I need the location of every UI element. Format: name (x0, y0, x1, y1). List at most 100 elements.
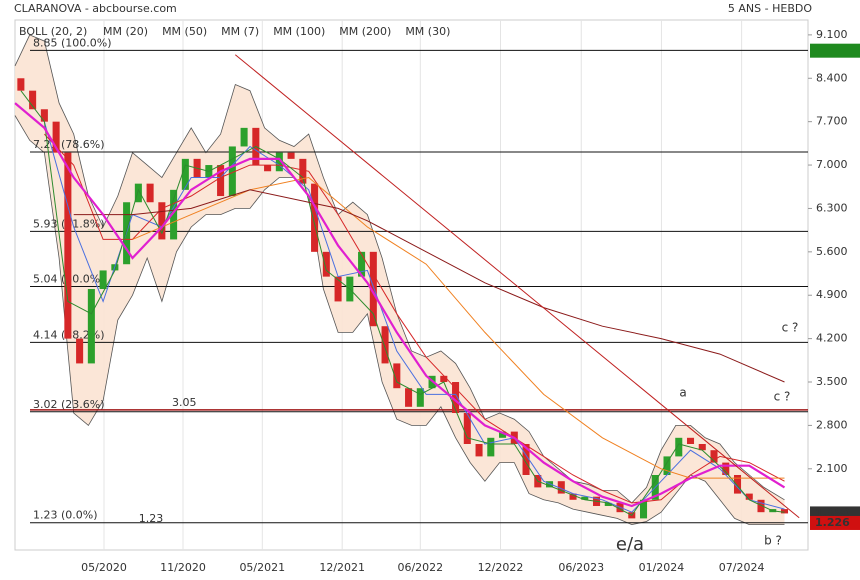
x-tick-label: 01/2024 (639, 561, 685, 574)
moving-average (132, 176, 785, 479)
candle (369, 251, 377, 327)
candle (240, 127, 248, 147)
chart-title: CLARANOVA - abcbourse.com (14, 2, 177, 15)
candle (405, 388, 413, 407)
bollinger-lower (14, 115, 785, 526)
candle (569, 493, 577, 500)
y-tick-label: 6.300 (816, 201, 848, 214)
candle (170, 189, 178, 240)
chart-subtitle: 5 ANS - HEBDO (728, 2, 812, 15)
y-tick-label: 4.200 (816, 332, 848, 345)
legend-entry: MM (200) (339, 25, 391, 38)
candle (780, 509, 789, 514)
candle (722, 462, 730, 475)
price-tag (810, 43, 860, 58)
x-tick-label: 05/2021 (239, 561, 285, 574)
candle (158, 202, 166, 240)
candle (393, 363, 401, 389)
y-tick-label: 7.000 (816, 158, 848, 171)
candle (76, 338, 84, 364)
candle (99, 270, 107, 290)
candle (546, 481, 554, 488)
candle (675, 437, 683, 457)
candle (452, 382, 460, 414)
bollinger-band (15, 34, 785, 525)
candle (40, 109, 48, 122)
legend-entry: MM (30) (405, 25, 450, 38)
y-tick-label: 8.400 (816, 71, 848, 84)
y-tick-label: 7.700 (816, 115, 848, 128)
candle (757, 499, 765, 513)
legend-entry: MM (20) (103, 25, 148, 38)
price-tag-label: 1.226 (815, 516, 850, 529)
y-tick-label: 4.900 (816, 288, 848, 301)
candle (604, 502, 612, 506)
candle (698, 444, 706, 451)
candle (557, 481, 565, 494)
candle (416, 388, 424, 407)
x-tick-label: 06/2023 (558, 561, 604, 574)
x-tick-label: 12/2022 (478, 561, 524, 574)
candle (228, 146, 236, 197)
candle (217, 165, 225, 197)
candle (733, 474, 742, 494)
y-tick-label: 9.100 (816, 28, 848, 41)
candle (463, 413, 471, 444)
candle (181, 158, 189, 190)
candle (134, 183, 142, 203)
price-tag (810, 515, 860, 530)
moving-average (73, 189, 785, 383)
candle (381, 326, 389, 364)
annotation: c ? (782, 321, 799, 335)
moving-average (14, 102, 786, 508)
candle (287, 152, 295, 159)
candle (52, 121, 60, 153)
candle (475, 444, 483, 457)
annotation: 1.23 (139, 512, 164, 525)
candle (29, 90, 37, 110)
annotation: e/a (616, 534, 644, 555)
candle (686, 437, 695, 444)
candle (87, 289, 95, 364)
candle (440, 375, 448, 383)
candle (17, 78, 25, 91)
y-tick-label: 3.500 (816, 375, 848, 388)
fib-label: 8.85 (100.0%) (33, 36, 112, 49)
fib-label: 7.21 (78.6%) (33, 138, 105, 151)
candle (640, 499, 648, 519)
annotation: c ? (774, 390, 791, 404)
candle (581, 496, 589, 500)
legend-entry: MM (100) (273, 25, 325, 38)
x-tick-label: 07/2024 (719, 561, 765, 574)
resistance-label: 3.05 (172, 396, 197, 409)
candle (663, 456, 671, 475)
fib-label: 3.02 (23.6%) (33, 398, 105, 411)
candle (311, 183, 319, 252)
candle (710, 450, 718, 463)
candle (487, 437, 495, 457)
candle (299, 158, 307, 184)
candle (275, 152, 283, 172)
legend-entry: MM (7) (221, 25, 259, 38)
x-tick-label: 11/2020 (160, 561, 206, 574)
moving-average (44, 133, 785, 504)
x-tick-label: 06/2022 (397, 561, 443, 574)
legend-entry: BOLL (20, 2) (19, 25, 87, 38)
trendline (234, 54, 800, 519)
candle (522, 444, 530, 475)
candle (334, 276, 342, 302)
candle (146, 183, 154, 203)
x-tick-label: 05/2020 (81, 561, 127, 574)
legend-entry: MM (50) (162, 25, 207, 38)
candle (745, 493, 753, 500)
y-tick-label: 2.800 (816, 418, 848, 431)
candle (64, 152, 72, 339)
y-tick-label: 2.100 (816, 462, 848, 475)
moving-average (20, 90, 785, 516)
candle (499, 431, 507, 438)
annotation: b ? (764, 534, 782, 548)
fib-label: 1.23 (0.0%) (33, 509, 98, 522)
annotation: a (679, 386, 686, 400)
candle (264, 165, 272, 172)
